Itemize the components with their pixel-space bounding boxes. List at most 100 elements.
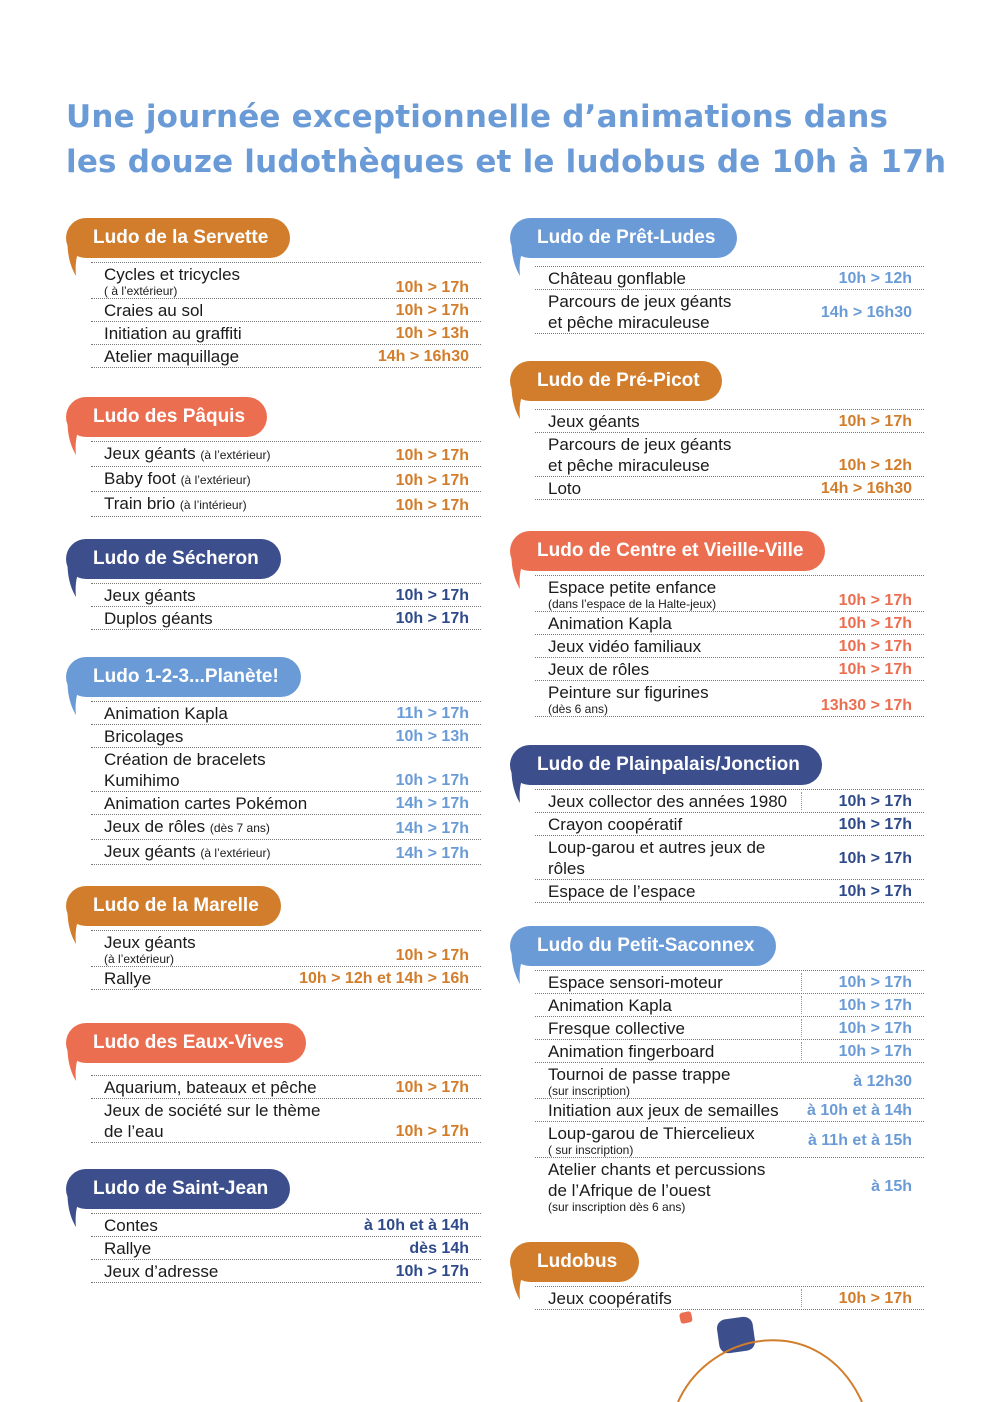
activity-list: Jeux collector des années 1980 10h > 17h C… bbox=[535, 789, 924, 903]
activity-time: 10h > 17h bbox=[395, 472, 469, 489]
activity-time: 10h > 17h bbox=[395, 587, 469, 604]
activity-time: 10h > 17h bbox=[395, 947, 469, 964]
activity-row: Rallye 10h > 12h et 14h > 16h bbox=[91, 967, 481, 990]
title-line-2: les douze ludothèques et le ludobus de 1… bbox=[66, 144, 947, 180]
activity-label: Fresque collective bbox=[548, 1019, 686, 1038]
activity-name: Jeux coopératifs bbox=[548, 1288, 829, 1309]
activity-name: Animation fingerboard bbox=[548, 1041, 829, 1062]
activity-note: (à l’extérieur) bbox=[200, 448, 271, 462]
activity-label: Aquarium, bateaux et pêche bbox=[104, 1078, 317, 1097]
activity-row: Peinture sur figurines (dès 6 ans) 13h30 >… bbox=[535, 681, 924, 717]
section-title: Ludo 1-2-3...Planète! bbox=[66, 657, 301, 697]
activity-label-line2: de l’eau bbox=[104, 1122, 164, 1141]
activity-row: Atelier maquillage 14h > 16h30 bbox=[91, 345, 481, 368]
activity-row: Cycles et tricycles( à l’extérieur) 10h >… bbox=[91, 263, 481, 299]
activity-name: Jeux géants bbox=[104, 585, 386, 606]
activity-name: Cycles et tricycles( à l’extérieur) bbox=[104, 264, 386, 298]
activity-time: 14h > 17h bbox=[395, 845, 469, 862]
activity-time: 10h > 17h bbox=[395, 772, 469, 789]
activity-row: Jeux de société sur le thème de l’eau 10h … bbox=[91, 1099, 481, 1143]
section-title: Ludo de la Servette bbox=[66, 218, 291, 258]
activity-label-line2: et pêche miraculeuse bbox=[548, 313, 710, 332]
activity-list: Contes à 10h et à 14h Rallye dès 14h Jeux d’… bbox=[91, 1213, 481, 1283]
activity-label: Espace de l’espace bbox=[548, 882, 696, 901]
activity-time: 10h > 17h bbox=[838, 592, 912, 609]
activity-name: Espace de l’espace bbox=[548, 881, 829, 902]
activity-row: Jeux de rôles (dès 7 ans) 14h > 17h bbox=[91, 815, 481, 840]
activity-row: Jeux géants (à l’extérieur) 14h > 17h bbox=[91, 840, 481, 865]
activity-label: Rallye bbox=[104, 969, 152, 988]
activity-label-line2: et pêche miraculeuse bbox=[548, 456, 710, 475]
activity-note: (à l’intérieur) bbox=[179, 498, 247, 512]
activity-time: à 10h et à 14h bbox=[364, 1217, 469, 1234]
activity-name: Espace sensori-moteur bbox=[548, 972, 829, 993]
activity-subnote: (dès 6 ans) bbox=[548, 702, 609, 716]
activity-label: Tournoi de passe trappe bbox=[548, 1065, 731, 1084]
activity-time: 10h > 17h bbox=[838, 1020, 912, 1037]
activity-row: Animation cartes Pokémon 14h > 17h bbox=[91, 792, 481, 815]
activity-row: Duplos géants 10h > 17h bbox=[91, 607, 481, 630]
activity-row: Jeux géants 10h > 17h bbox=[535, 410, 924, 433]
activity-label-line2: Kumihimo bbox=[104, 771, 180, 790]
activity-subnote: (à l’extérieur) bbox=[104, 952, 175, 966]
activity-row: Animation fingerboard 10h > 17h bbox=[535, 1040, 924, 1063]
activity-name: Loup-garou de Thiercelieux( sur inscript… bbox=[548, 1123, 798, 1157]
activity-row: Animation Kapla 10h > 17h bbox=[535, 994, 924, 1017]
activity-row: Fresque collective 10h > 17h bbox=[535, 1017, 924, 1040]
activity-row: Espace petite enfance (dans l’espace de l… bbox=[535, 576, 924, 612]
activity-label: Jeux d’adresse bbox=[104, 1262, 219, 1281]
activity-row: Loup-garou de Thiercelieux( sur inscript… bbox=[535, 1122, 924, 1158]
activity-time: 10h > 17h bbox=[838, 793, 912, 810]
activity-list: Jeux géants (à l’extérieur) 10h > 17h Baby… bbox=[91, 441, 481, 517]
activity-name: Jeux géants bbox=[548, 411, 829, 432]
activity-name: Création de bracelets Kumihimo bbox=[104, 749, 386, 791]
section-title: Ludo des Eaux-Vives bbox=[66, 1023, 306, 1063]
activity-name: Duplos géants bbox=[104, 608, 386, 629]
activity-subnote: (sur inscription dès 6 ans) bbox=[548, 1200, 686, 1214]
activity-time: 14h > 16h30 bbox=[820, 480, 912, 497]
decorative-shapes bbox=[677, 1311, 863, 1402]
activity-row: Craies au sol 10h > 17h bbox=[91, 299, 481, 322]
orange-arc bbox=[677, 1339, 863, 1402]
title-line-1: Une journée exceptionnelle d’animations … bbox=[66, 99, 889, 135]
activity-name: Jeux de rôles bbox=[548, 659, 829, 680]
activity-label: Jeux coopératifs bbox=[548, 1289, 672, 1308]
activity-time: 10h > 17h bbox=[838, 883, 912, 900]
activity-name: Fresque collective bbox=[548, 1018, 829, 1039]
activity-label: Jeux vidéo familiaux bbox=[548, 637, 702, 656]
activity-row: Jeux vidéo familiaux 10h > 17h bbox=[535, 635, 924, 658]
section-ludobus: Ludobus Jeux coopératifs 10h > 17h bbox=[510, 1242, 924, 1310]
activity-label: Animation Kapla bbox=[548, 614, 672, 633]
activity-name: Jeux d’adresse bbox=[104, 1261, 386, 1282]
activity-time: 10h > 17h bbox=[395, 302, 469, 319]
activity-label: Baby foot bbox=[104, 469, 176, 488]
activity-name: Animation Kapla bbox=[104, 703, 387, 724]
activity-time: 10h > 12h et 14h > 16h bbox=[299, 970, 469, 987]
activity-name: Animation Kapla bbox=[548, 613, 829, 634]
activity-label: Animation fingerboard bbox=[548, 1042, 715, 1061]
activity-time: 10h > 17h bbox=[395, 497, 469, 514]
section-ludo-de-plainpalais-jonction: Ludo de Plainpalais/Jonction Jeux collect… bbox=[510, 745, 924, 903]
activity-row: Animation Kapla 11h > 17h bbox=[91, 702, 481, 725]
activity-label: Jeux collector des années 1980 bbox=[548, 792, 788, 811]
activity-name: Initiation aux jeux de semailles bbox=[548, 1100, 797, 1121]
activity-subnote: ( sur inscription) bbox=[548, 1143, 634, 1157]
activity-label: Loup-garou et autres jeux de bbox=[548, 838, 766, 857]
activity-time: à 10h et à 14h bbox=[807, 1102, 912, 1119]
activity-time: 14h > 16h30 bbox=[377, 348, 469, 365]
activity-row: Jeux d’adresse 10h > 17h bbox=[91, 1260, 481, 1283]
activity-time: 14h > 17h bbox=[395, 820, 469, 837]
activity-row: Espace sensori-moteur 10h > 17h bbox=[535, 971, 924, 994]
section-title: Ludo de Sécheron bbox=[66, 539, 281, 579]
activity-name: Craies au sol bbox=[104, 300, 386, 321]
activity-name: Jeux de rôles (dès 7 ans) bbox=[104, 816, 386, 839]
activity-time: 14h > 17h bbox=[395, 795, 469, 812]
activity-label: Craies au sol bbox=[104, 301, 204, 320]
activity-name: Parcours de jeux géants et pêche miracule… bbox=[548, 434, 829, 476]
activity-name: Animation cartes Pokémon bbox=[104, 793, 386, 814]
section-ludo-du-petit-saconnex: Ludo du Petit-Saconnex Espace sensori-mot… bbox=[510, 926, 924, 1214]
activity-name: Initiation au graffiti bbox=[104, 323, 386, 344]
activity-list: Animation Kapla 11h > 17h Bricolages 10h > … bbox=[91, 701, 481, 865]
activity-list: Jeux géants 10h > 17h Parcours de jeux géa… bbox=[535, 409, 924, 500]
activity-row: Bricolages 10h > 13h bbox=[91, 725, 481, 748]
